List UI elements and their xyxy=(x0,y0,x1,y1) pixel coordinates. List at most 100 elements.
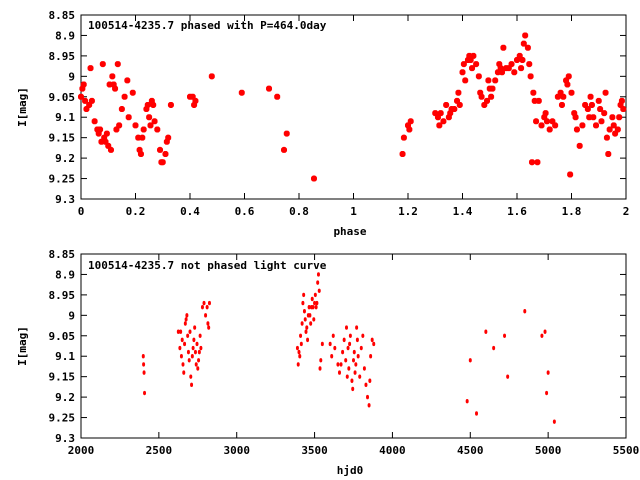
phased-data-point xyxy=(606,126,613,133)
phased-data-point xyxy=(497,65,504,72)
phased-data-point xyxy=(102,138,109,145)
unphased-data-point xyxy=(353,370,357,375)
unphased-data-point xyxy=(359,345,363,351)
unphased-data-point xyxy=(545,390,549,396)
phased-x-axis-label: phase xyxy=(333,225,366,238)
phased-data-point xyxy=(165,134,172,141)
phased-data-point xyxy=(616,114,623,121)
phased-data-point xyxy=(533,118,540,125)
unphased-data-point xyxy=(306,337,310,343)
phased-x-tick-label: 0.4 xyxy=(180,205,200,218)
unphased-x-tick-label: 3500 xyxy=(301,444,328,457)
phased-data-point xyxy=(281,146,288,153)
unphased-data-point xyxy=(348,341,352,347)
phased-data-point xyxy=(571,110,578,117)
phased-chart: 100514-4235.7 phased with P=464.0day pha… xyxy=(16,9,629,238)
phased-data-point xyxy=(484,97,491,104)
phased-data-point xyxy=(454,97,461,104)
phased-data-point xyxy=(597,106,604,113)
phased-data-point xyxy=(80,81,87,88)
phased-data-point xyxy=(139,134,146,141)
phased-data-point xyxy=(146,114,153,121)
phased-data-point xyxy=(518,65,525,72)
unphased-data-point xyxy=(465,399,469,404)
unphased-data-point xyxy=(302,292,306,298)
unphased-data-point xyxy=(337,370,341,375)
phased-data-point xyxy=(588,101,595,108)
phased-data-point xyxy=(118,106,125,113)
unphased-x-tick-label: 4000 xyxy=(379,444,406,457)
unphased-data-point xyxy=(367,403,371,408)
unphased-data-point xyxy=(312,317,316,322)
phased-data-point xyxy=(112,85,119,92)
phased-x-tick-label: 1.2 xyxy=(398,205,418,218)
phased-data-point xyxy=(475,73,482,80)
phased-data-point xyxy=(434,114,441,121)
phased-data-point xyxy=(157,146,164,153)
unphased-y-tick-label: 9.1 xyxy=(55,350,75,363)
phased-data-point xyxy=(586,114,593,121)
unphased-data-point xyxy=(317,288,321,293)
unphased-data-point xyxy=(299,333,303,338)
unphased-data-point xyxy=(352,349,356,355)
unphased-data-point xyxy=(492,345,496,351)
phased-data-point xyxy=(163,138,170,145)
phased-data-point xyxy=(500,44,507,51)
phased-data-point xyxy=(151,118,158,125)
unphased-data-point xyxy=(351,386,355,392)
unphased-data-point xyxy=(184,317,188,322)
phased-data-point xyxy=(494,69,501,76)
phased-data-point xyxy=(167,101,174,108)
phased-data-point xyxy=(612,130,619,137)
unphased-y-tick-label: 9.25 xyxy=(49,412,76,425)
phased-data-point xyxy=(520,40,527,47)
unphased-data-point xyxy=(468,358,472,363)
phased-data-point xyxy=(605,151,612,158)
phased-data-point xyxy=(98,138,105,145)
phased-data-point xyxy=(445,114,452,121)
phased-data-point xyxy=(125,114,132,121)
unphased-data-point xyxy=(207,300,211,306)
phased-data-point xyxy=(456,101,463,108)
unphased-x-tick-label: 2000 xyxy=(68,444,95,457)
phased-data-point xyxy=(451,106,458,113)
unphased-y-tick-label: 8.95 xyxy=(49,289,76,302)
phased-data-point xyxy=(614,126,621,133)
unphased-points xyxy=(141,272,556,424)
phased-data-point xyxy=(516,52,523,59)
phased-y-tick-label: 9.1 xyxy=(55,111,75,124)
unphased-data-point xyxy=(552,419,556,424)
phased-data-point xyxy=(106,81,113,88)
phased-data-point xyxy=(530,89,537,96)
unphased-data-point xyxy=(141,354,145,359)
unphased-data-point xyxy=(193,325,197,330)
unphased-data-point xyxy=(179,354,183,359)
unphased-data-point xyxy=(190,382,194,388)
unphased-data-point xyxy=(299,341,303,347)
unphased-plot-frame xyxy=(80,253,627,439)
phased-data-point xyxy=(609,114,616,121)
unphased-x-tick-label: 3000 xyxy=(223,444,250,457)
phased-x-tick-label: 1 xyxy=(350,205,357,218)
phased-data-point xyxy=(82,97,89,104)
phased-data-point xyxy=(407,118,414,125)
phased-data-point xyxy=(514,56,520,63)
unphased-data-point xyxy=(370,337,374,343)
unphased-data-point xyxy=(313,300,317,306)
phased-data-point xyxy=(488,93,495,100)
unphased-data-point xyxy=(305,325,309,330)
unphased-data-point xyxy=(300,321,304,326)
phased-data-point xyxy=(191,101,198,108)
phased-data-point xyxy=(86,101,93,108)
phased-data-point xyxy=(593,122,600,129)
unphased-data-point xyxy=(204,313,208,318)
unphased-data-point xyxy=(179,329,183,334)
unphased-data-point xyxy=(352,358,355,363)
unphased-data-point xyxy=(314,304,318,310)
phased-data-point xyxy=(538,122,545,129)
phased-data-point xyxy=(440,118,447,125)
unphased-data-point xyxy=(333,345,337,351)
unphased-data-point xyxy=(320,341,324,347)
phased-data-point xyxy=(601,110,608,117)
unphased-data-point xyxy=(187,358,191,363)
